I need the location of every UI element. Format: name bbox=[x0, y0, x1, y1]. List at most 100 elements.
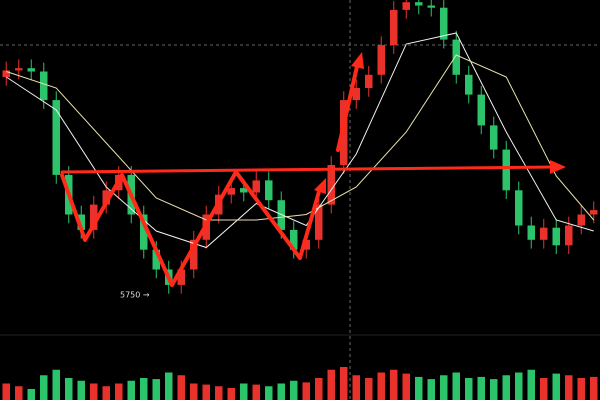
candle-body bbox=[415, 2, 423, 6]
volume-bar bbox=[502, 375, 510, 400]
candle-body bbox=[102, 190, 110, 205]
candle-body bbox=[377, 45, 385, 75]
candle-body bbox=[552, 227, 560, 246]
candle-body bbox=[90, 204, 98, 230]
candle-body bbox=[265, 180, 273, 201]
volume-bar bbox=[352, 375, 360, 400]
volume-bar bbox=[77, 380, 85, 400]
volume-bar bbox=[402, 373, 410, 400]
volume-bar bbox=[190, 383, 198, 400]
volume-bar bbox=[290, 380, 298, 400]
volume-bar bbox=[177, 375, 185, 400]
candle-body bbox=[40, 71, 48, 101]
volume-bar bbox=[240, 383, 248, 400]
candle-body bbox=[452, 39, 460, 75]
candle-body bbox=[240, 188, 248, 193]
volume-bar bbox=[27, 389, 35, 400]
volume-bar bbox=[452, 372, 460, 400]
candle-body bbox=[490, 125, 498, 150]
volume-bar bbox=[65, 378, 73, 400]
volume-bar bbox=[165, 372, 173, 400]
volume-bar bbox=[40, 375, 48, 400]
candle-body bbox=[565, 225, 573, 246]
volume-bar bbox=[15, 386, 23, 400]
volume-bar bbox=[152, 379, 160, 400]
volume-bar bbox=[277, 383, 285, 400]
volume-bar bbox=[465, 378, 473, 400]
candle-body bbox=[465, 74, 473, 95]
volume-bar bbox=[215, 386, 223, 400]
candle-body bbox=[277, 200, 285, 230]
candle-body bbox=[365, 74, 373, 88]
breakout-line bbox=[336, 60, 360, 152]
volume-bar bbox=[2, 383, 10, 400]
volume-bar bbox=[265, 386, 273, 400]
candle-body bbox=[190, 239, 198, 270]
volume-bar bbox=[252, 384, 260, 400]
pattern-annotation bbox=[60, 60, 557, 287]
candle-body bbox=[402, 2, 410, 10]
candle-body bbox=[177, 269, 185, 285]
candle-body bbox=[540, 227, 548, 240]
candle-body bbox=[527, 225, 535, 240]
candle-body bbox=[440, 7, 448, 40]
candle-body bbox=[77, 214, 85, 230]
price-annotation: 5750 → bbox=[120, 291, 150, 300]
candle-body bbox=[477, 94, 485, 126]
candle-body bbox=[577, 214, 585, 226]
volume-bar bbox=[202, 384, 210, 400]
candle-body bbox=[227, 188, 235, 195]
w-pattern-line bbox=[60, 170, 322, 287]
volume-bar bbox=[527, 369, 535, 400]
volume-bar bbox=[477, 376, 485, 400]
candle-body bbox=[152, 249, 160, 270]
volume-bar bbox=[365, 378, 373, 400]
arrow-heads bbox=[314, 52, 566, 194]
volume-bar bbox=[590, 376, 598, 400]
volume-bar bbox=[227, 387, 235, 400]
volume-bar bbox=[90, 383, 98, 400]
candle-body bbox=[15, 68, 23, 71]
volume-bar bbox=[52, 369, 60, 400]
candle-body bbox=[502, 149, 510, 191]
volume-bar bbox=[440, 375, 448, 400]
volume-bar bbox=[377, 372, 385, 400]
w-arrow-head bbox=[314, 178, 326, 194]
volume-bar bbox=[140, 378, 148, 400]
candle-body bbox=[315, 204, 323, 240]
volume-bar bbox=[315, 378, 323, 400]
candle-body bbox=[590, 210, 598, 215]
volume-bar bbox=[565, 375, 573, 400]
candle-body bbox=[515, 190, 523, 226]
volume-bar bbox=[490, 379, 498, 400]
volume-bar bbox=[577, 378, 585, 400]
candle-body bbox=[52, 100, 60, 175]
candle-body bbox=[390, 9, 398, 46]
candle-body bbox=[140, 214, 148, 250]
moving-average-line bbox=[5, 32, 594, 249]
neckline-arrow-head bbox=[550, 160, 566, 174]
volume-bar bbox=[540, 378, 548, 400]
volume-bar bbox=[327, 369, 335, 400]
candle-body bbox=[2, 70, 10, 77]
volume-bar bbox=[515, 372, 523, 400]
candle-body bbox=[252, 180, 260, 193]
volume-bar bbox=[415, 376, 423, 400]
candle-body bbox=[352, 88, 360, 101]
candle-body bbox=[427, 5, 435, 8]
volume-bar bbox=[102, 386, 110, 400]
candle-body bbox=[302, 239, 310, 250]
volume-bar bbox=[427, 379, 435, 400]
volume-bar bbox=[340, 367, 348, 400]
volume-bar bbox=[552, 373, 560, 400]
candle-body bbox=[327, 165, 335, 205]
breakout-arrow-head bbox=[351, 52, 364, 69]
volume-bar bbox=[115, 383, 123, 400]
moving-average-line bbox=[6, 54, 595, 221]
candle-body bbox=[27, 68, 35, 72]
candle-body bbox=[290, 229, 298, 250]
neckline bbox=[60, 165, 557, 174]
